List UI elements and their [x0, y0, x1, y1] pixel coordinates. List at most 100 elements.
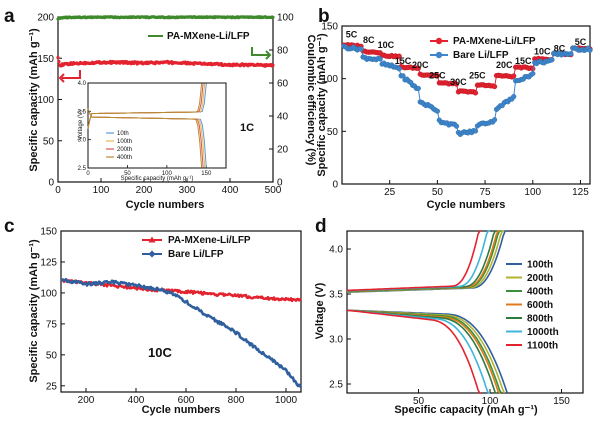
c-xtick-label: 400 [128, 395, 145, 406]
d-ytick-label: 2.5 [329, 380, 343, 391]
c-xtick-label: 1000 [275, 395, 298, 406]
b-ytick-label: 0 [332, 180, 338, 191]
b-ytick-label: 50 [327, 127, 339, 138]
panel-c-legend-label-2: Bare Li/LFP [168, 249, 224, 260]
inset-xtick-label: 100 [162, 171, 173, 177]
inset-ytick-label: 3.5 [78, 109, 87, 115]
pa-mxene-point [434, 73, 441, 79]
bare-li-point [530, 70, 536, 77]
right-axis-arrow [251, 47, 270, 56]
bare-li-point [472, 128, 479, 134]
rate-label: 8C [554, 43, 566, 53]
a2-ytick-label: 0 [277, 178, 283, 189]
b-xtick-label: 25 [384, 187, 396, 198]
discharge-curve-200th [346, 309, 506, 394]
panel-d-y-ticks: 2.5 3.0 3.5 4.0 [329, 245, 351, 391]
inset-x-axis-label: Specific capacity (mAh g⁻¹) [121, 176, 194, 182]
panel-a-rate-label: 1C [240, 122, 254, 134]
pa-mxene-point [396, 53, 402, 59]
efficiency-point [271, 15, 275, 19]
bare-li-point [400, 73, 406, 79]
panel-b-x-axis-label: Cycle numbers [427, 199, 506, 211]
a-xtick-label: 500 [265, 185, 282, 196]
panel-c-x-axis-label: Cycle numbers [142, 404, 221, 416]
inset-curves [87, 83, 207, 168]
capacity-point [56, 56, 60, 60]
d-ytick-label: 4.0 [329, 245, 343, 256]
bare-li-line [60, 277, 303, 388]
bare-li-point [415, 85, 421, 92]
legend-label-100th: 100th [527, 260, 553, 271]
a2-ytick-label: 80 [277, 46, 289, 57]
c-ytick-label: 100 [40, 288, 57, 299]
c-ytick-label: 75 [46, 319, 58, 330]
c-xtick-label: 600 [178, 395, 195, 406]
panel-d-y-axis-label: Voltage (V) [314, 282, 326, 339]
rate-label: 15C [395, 56, 412, 66]
inset-xtick-label: 150 [201, 171, 212, 177]
panel-d-x-ticks: 50 100 150 [413, 389, 570, 407]
charge-curve-800th [346, 230, 498, 292]
a-ytick-label: 200 [37, 13, 54, 24]
panel-c-x-ticks: 200 400 600 800 1000 [78, 388, 298, 406]
c-ytick-label: 25 [46, 381, 58, 392]
c-ytick-label: 50 [46, 350, 58, 361]
panel-d-frame [346, 230, 584, 394]
c-xtick-label: 800 [228, 395, 245, 406]
b-xtick-label: 100 [524, 187, 541, 198]
rate-label: 25C [429, 71, 446, 81]
charge-curve-200th [346, 230, 505, 293]
panel-a-series [56, 15, 275, 68]
legend-label-800th: 800th [527, 314, 553, 325]
c-ytick-label: 150 [40, 227, 57, 238]
panel-b-label: b [318, 6, 330, 27]
inset-ytick-label: 2.5 [78, 166, 87, 172]
d-xtick-label: 150 [553, 396, 570, 407]
rate-label: 30C [450, 77, 467, 87]
c-xtick-label: 200 [78, 395, 95, 406]
d-xtick-label: 100 [482, 396, 499, 407]
left-axis-arrow [62, 70, 81, 79]
rate-label: 15C [515, 56, 532, 66]
panel-c-rate-label: 10C [148, 345, 172, 360]
a2-ytick-label: 40 [277, 112, 289, 123]
panel-d-x-axis-label: Specific capacity (mAh g⁻¹) [394, 404, 538, 416]
bare-li-point [377, 56, 383, 62]
bare-li-point [549, 57, 555, 63]
rate-label: 25C [469, 71, 486, 81]
legend-label-600th: 600th [527, 300, 553, 311]
panel-b-legend-label-2: Bare Li/LFP [453, 50, 509, 61]
panel-c-frame [60, 230, 302, 393]
d-ytick-label: 3.5 [329, 290, 343, 301]
b-ytick-label: 100 [321, 74, 338, 85]
discharge-curve-1100th [346, 309, 482, 394]
bare-li-point [434, 108, 441, 114]
c-ytick-label: 125 [40, 257, 57, 268]
panel-b-frame [341, 25, 591, 185]
a-xtick-label: 200 [136, 185, 153, 196]
rate-label: 20C [412, 60, 429, 70]
inset-ticks: 0 50 100 150 2.5 3.0 3.5 4.0 [78, 81, 212, 177]
capacity-point [271, 63, 275, 67]
panel-d-label: d [315, 216, 327, 237]
panel-b: b 25 50 75 100 125 0 50 100 150 Cycle numbers S… [316, 6, 593, 211]
pa-mxene-point [472, 90, 479, 96]
inset-legend-label: 200th [117, 147, 132, 153]
b-xtick-label: 75 [480, 187, 492, 198]
discharge-curve-600th [346, 309, 501, 394]
panel-a-legend-label: PA-MXene-Li/LFP [167, 31, 250, 42]
inset-discharge-curve-400th [87, 108, 203, 168]
legend-label-200th: 200th [527, 273, 553, 284]
panel-b-y-ticks: 0 50 100 150 [321, 22, 346, 191]
bare-li-point [453, 123, 460, 129]
a-xtick-label: 100 [93, 185, 110, 196]
a-xtick-label: 300 [179, 185, 196, 196]
a-ytick-label: 100 [37, 95, 54, 106]
a2-ytick-label: 60 [277, 79, 289, 90]
charge-curve-1000th [346, 230, 490, 292]
rate-label: 10C [378, 40, 395, 50]
inset-legend: 10th 100th 200th 400th [106, 131, 132, 161]
